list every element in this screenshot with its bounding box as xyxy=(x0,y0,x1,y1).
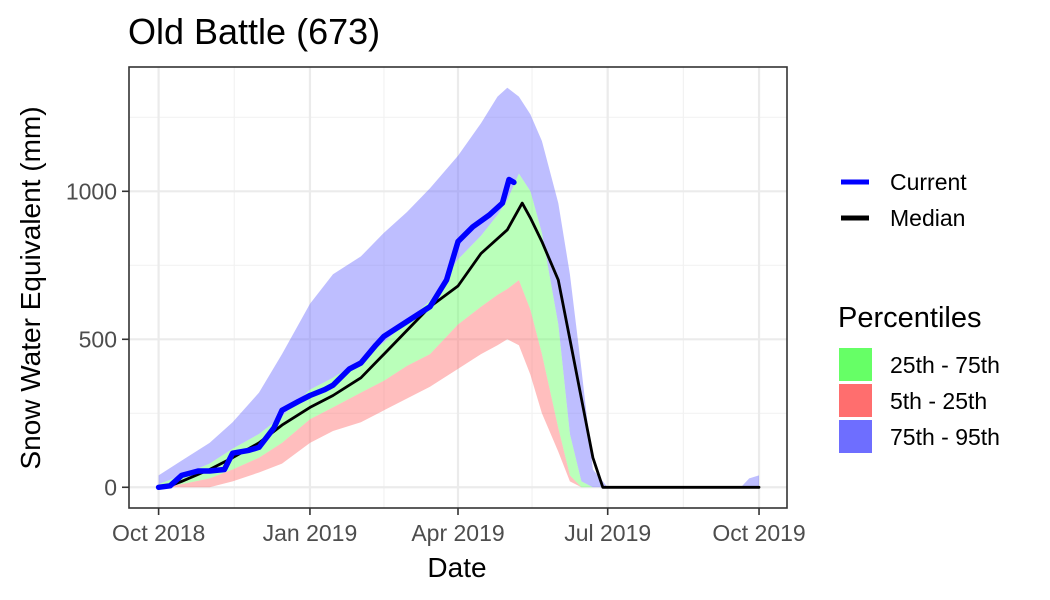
legend-key-fill xyxy=(839,420,872,453)
y-tick-label: 1000 xyxy=(66,178,117,204)
legend-key-fill xyxy=(839,348,872,381)
series-lines xyxy=(155,176,761,491)
band-5th-25th xyxy=(158,280,760,488)
x-tick-label: Oct 2019 xyxy=(712,520,805,546)
legend-label: 5th - 25th xyxy=(890,388,987,414)
band-75th-95th xyxy=(158,87,760,488)
current-line xyxy=(155,176,517,491)
x-tick-label: Oct 2018 xyxy=(112,520,205,546)
legend-lines: Current Median xyxy=(841,169,967,231)
y-tick-label: 0 xyxy=(104,474,117,500)
x-axis: Oct 2018 Jan 2019 Apr 2019 Jul 2019 Oct 2019 xyxy=(112,508,806,546)
x-axis-title: Date xyxy=(427,552,486,583)
legend-label: Current xyxy=(890,169,967,195)
median-line xyxy=(157,201,761,489)
y-axis: 0 500 1000 xyxy=(66,178,129,500)
x-tick-label: Jan 2019 xyxy=(263,520,358,546)
legend-label: 75th - 95th xyxy=(890,424,1000,450)
legend-key-fill xyxy=(839,384,872,417)
legend-fills: 25th - 75th 5th - 25th 75th - 95th xyxy=(839,348,1000,453)
legend-title: Percentiles xyxy=(838,302,981,334)
legend-label: 25th - 75th xyxy=(890,352,1000,378)
x-tick-label: Jul 2019 xyxy=(564,520,651,546)
y-axis-title: Snow Water Equivalent (mm) xyxy=(15,106,46,469)
legend-label: Median xyxy=(890,205,965,231)
chart-title: Old Battle (673) xyxy=(128,11,380,52)
x-tick-label: Apr 2019 xyxy=(411,520,504,546)
y-tick-label: 500 xyxy=(79,326,117,352)
